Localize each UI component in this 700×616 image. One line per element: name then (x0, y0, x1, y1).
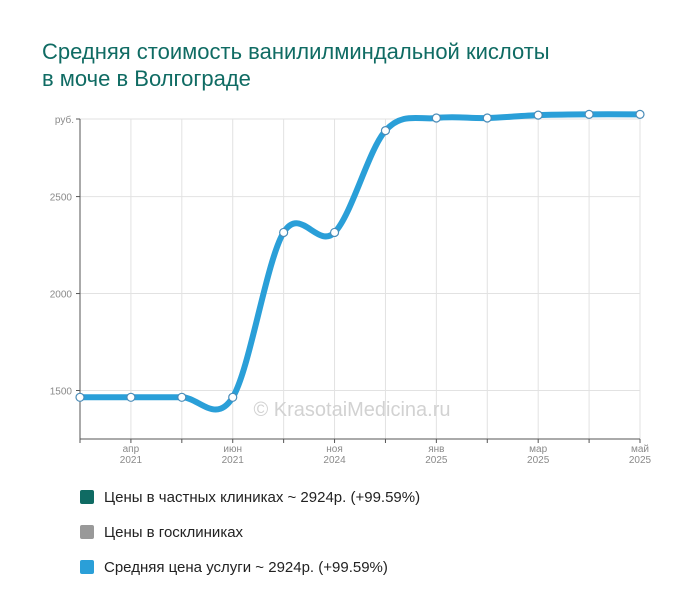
legend-label-average: Средняя цена услуги ~ 2924р. (+99.59%) (104, 558, 388, 576)
data-point[interactable] (431, 113, 441, 123)
data-point[interactable] (533, 110, 543, 120)
data-points (75, 109, 645, 402)
legend-label-private: Цены в частных клиниках ~ 2924р. (+99.59… (104, 488, 421, 506)
y-tick-label: 1500 (50, 387, 73, 398)
x-tick-labels: апр2021июн2021ноя2024янв2025мар2025май20… (120, 444, 652, 466)
y-axis-unit: руб. (55, 114, 74, 126)
legend-item-public[interactable]: Цены в госклиниках (80, 523, 420, 541)
x-tick-label-year: 2025 (629, 455, 652, 466)
chart-title: Средняя стоимость ванилилминдальной кисл… (42, 39, 550, 91)
series-lines (77, 111, 643, 413)
legend-swatch-average (80, 560, 94, 574)
y-tick-labels: руб. 1500 2000 2500 (50, 114, 74, 398)
data-point[interactable] (329, 227, 340, 238)
watermark: © KrasotaiMedicina.ru (253, 399, 450, 421)
x-tick-label-year: 2021 (222, 455, 245, 466)
y-tick-label: 2500 (50, 193, 73, 204)
data-point[interactable] (75, 392, 85, 402)
x-tick-label-year: 2025 (527, 455, 550, 466)
x-tick-label-month: янв (428, 444, 444, 455)
data-point[interactable] (177, 392, 187, 402)
data-point[interactable] (380, 126, 391, 136)
legend-label-public: Цены в госклиниках (104, 523, 244, 541)
data-point[interactable] (584, 109, 594, 119)
x-tick-label-month: май (631, 444, 649, 455)
data-point[interactable] (228, 392, 238, 402)
legend-item-private[interactable]: Цены в частных клиниках ~ 2924р. (+99.59… (80, 488, 420, 506)
data-point[interactable] (635, 109, 645, 119)
x-tick-label-year: 2024 (323, 455, 346, 466)
x-tick-label-year: 2021 (120, 455, 143, 466)
x-tick-label-month: ноя (326, 444, 343, 455)
legend-item-average[interactable]: Средняя цена услуги ~ 2924р. (+99.59%) (80, 558, 420, 576)
y-tick-label: 2000 (50, 290, 73, 301)
x-tick-label-month: апр (123, 444, 140, 455)
legend: Цены в частных клиниках ~ 2924р. (+99.59… (80, 488, 420, 593)
grid (80, 118, 641, 439)
axes (76, 118, 641, 443)
legend-swatch-private (80, 490, 94, 504)
x-tick-label-year: 2025 (425, 455, 448, 466)
legend-swatch-public (80, 525, 94, 539)
data-point[interactable] (279, 227, 289, 238)
data-point[interactable] (126, 392, 136, 402)
series-line-average (77, 111, 643, 413)
x-tick-label-month: мар (529, 444, 547, 455)
x-tick-label-month: июн (223, 444, 242, 455)
data-point[interactable] (482, 113, 492, 123)
